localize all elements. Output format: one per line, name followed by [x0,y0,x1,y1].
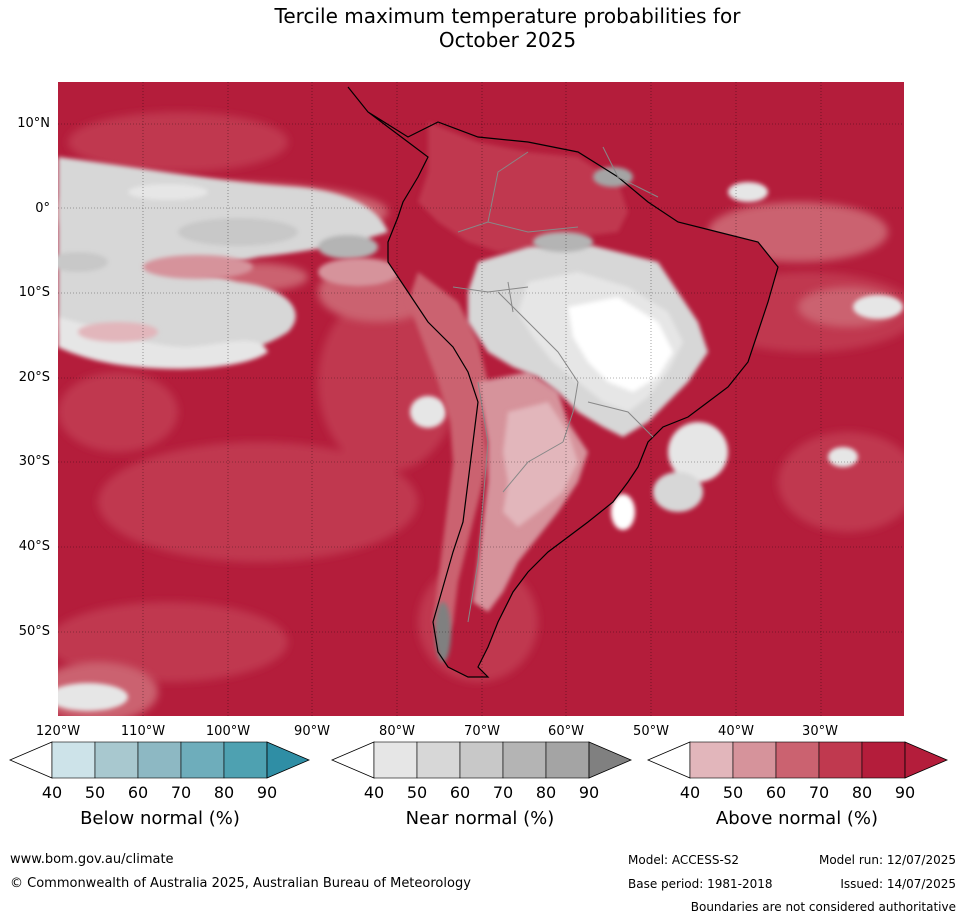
footer-base-period: Base period: 1981-2018 [628,877,773,891]
colorbar-label-near: Near normal (%) [405,808,555,829]
country-borders [452,146,659,623]
footer-model-run: Model run: 12/07/2025 [818,853,956,867]
colorbar-segment [818,741,863,779]
andes-above-70 [408,272,488,652]
colorbar-below-normal [8,741,311,779]
brazil-blank [568,297,673,392]
colorbar-above-normal [646,741,949,779]
colorbar-tick-label: 60 [449,783,471,802]
scattered-patches [58,182,903,711]
colorbar-tick-label: 40 [679,783,701,802]
lon-label-100w: 100°W [205,724,251,739]
colorbar-left-extension [646,741,691,779]
colorbar-tick-label: 90 [256,783,278,802]
lon-label-90w: 90°W [294,724,330,739]
colorbar-segment [51,741,96,779]
colorbar-near-normal [330,741,633,779]
colorbar-segment [545,741,590,779]
lat-label-10s: 10°S [18,285,50,300]
lat-label-20s: 20°S [18,370,50,385]
colorbar-left-extension [330,741,375,779]
colorbar-tick-label: 70 [492,783,514,802]
lon-label-70w: 70°W [464,724,500,739]
colorbar-right-extension [588,741,633,779]
lon-label-50w: 50°W [633,724,669,739]
lon-label-110w: 110°W [120,724,166,739]
colorbar-tick-label: 60 [765,783,787,802]
coastline [347,86,779,678]
colorbar-segment [502,741,547,779]
lat-label-40s: 40°S [18,539,50,554]
lon-label-80w: 80°W [379,724,415,739]
amazon-near-70 [533,232,593,252]
colorbar-left-extension [8,741,53,779]
colorbar-segment [223,741,268,779]
continent-above-80 [418,122,628,252]
lon-label-120w: 120°W [35,724,81,739]
colorbar-segment [416,741,461,779]
colorbar-tick-label: 60 [127,783,149,802]
colorbar-label-above: Above normal (%) [715,808,879,829]
footer-url: www.bom.gov.au/climate [10,852,174,867]
footer-issued: Issued: 14/07/2025 [840,877,956,891]
colorbar-segment [459,741,504,779]
colorbar-tick-label: 80 [213,783,235,802]
colorbar-tick-label: 40 [363,783,385,802]
map-title-line2: October 2025 [438,28,577,52]
graticule [58,82,904,716]
colorbar-tick-label: 40 [41,783,63,802]
colorbar-tick-label: 70 [170,783,192,802]
colorbar-segment [861,741,906,779]
colorbar-tick-label: 70 [808,783,830,802]
map-title: Tercile maximum temperature probabilitie… [0,4,965,52]
map-svg [58,82,904,716]
lat-label-50s: 50°S [18,624,50,639]
colorbar-tick-label: 50 [722,783,744,802]
colorbar-segment [775,741,820,779]
colorbar-label-below: Below normal (%) [80,808,240,829]
lat-label-0: 0° [35,201,50,216]
south-above-50 [503,402,578,527]
footer-disclaimer: Boundaries are not considered authoritat… [690,900,956,914]
colorbar-segment [137,741,182,779]
footer-copyright: © Commonwealth of Australia 2025, Austra… [10,876,471,891]
colorbar-segment [373,741,418,779]
colorbar-segment [689,741,734,779]
colorbar-segment [94,741,139,779]
colorbar-tick-label: 50 [406,783,428,802]
lon-label-40w: 40°W [718,724,754,739]
colorbar-tick-label: 90 [578,783,600,802]
colorbar-tick-label: 50 [84,783,106,802]
colorbars-svg [8,741,949,779]
colorbar-tick-label: 90 [894,783,916,802]
colorbar-right-extension [904,741,949,779]
probability-map [58,82,904,716]
colorbar-segment [180,741,225,779]
lon-label-60w: 60°W [548,724,584,739]
lat-label-30s: 30°S [18,454,50,469]
guiana-near-80 [593,167,633,187]
colorbar-right-extension [266,741,311,779]
colorbar-segment [732,741,777,779]
lat-label-10n: 10°N [17,116,50,131]
map-title-line1: Tercile maximum temperature probabilitie… [274,4,741,28]
pacific-above-bands [78,255,398,342]
footer-model: Model: ACCESS-S2 [628,853,740,867]
lon-label-30w: 30°W [802,724,838,739]
colorbar-tick-label: 80 [535,783,557,802]
colorbar-tick-label: 80 [851,783,873,802]
